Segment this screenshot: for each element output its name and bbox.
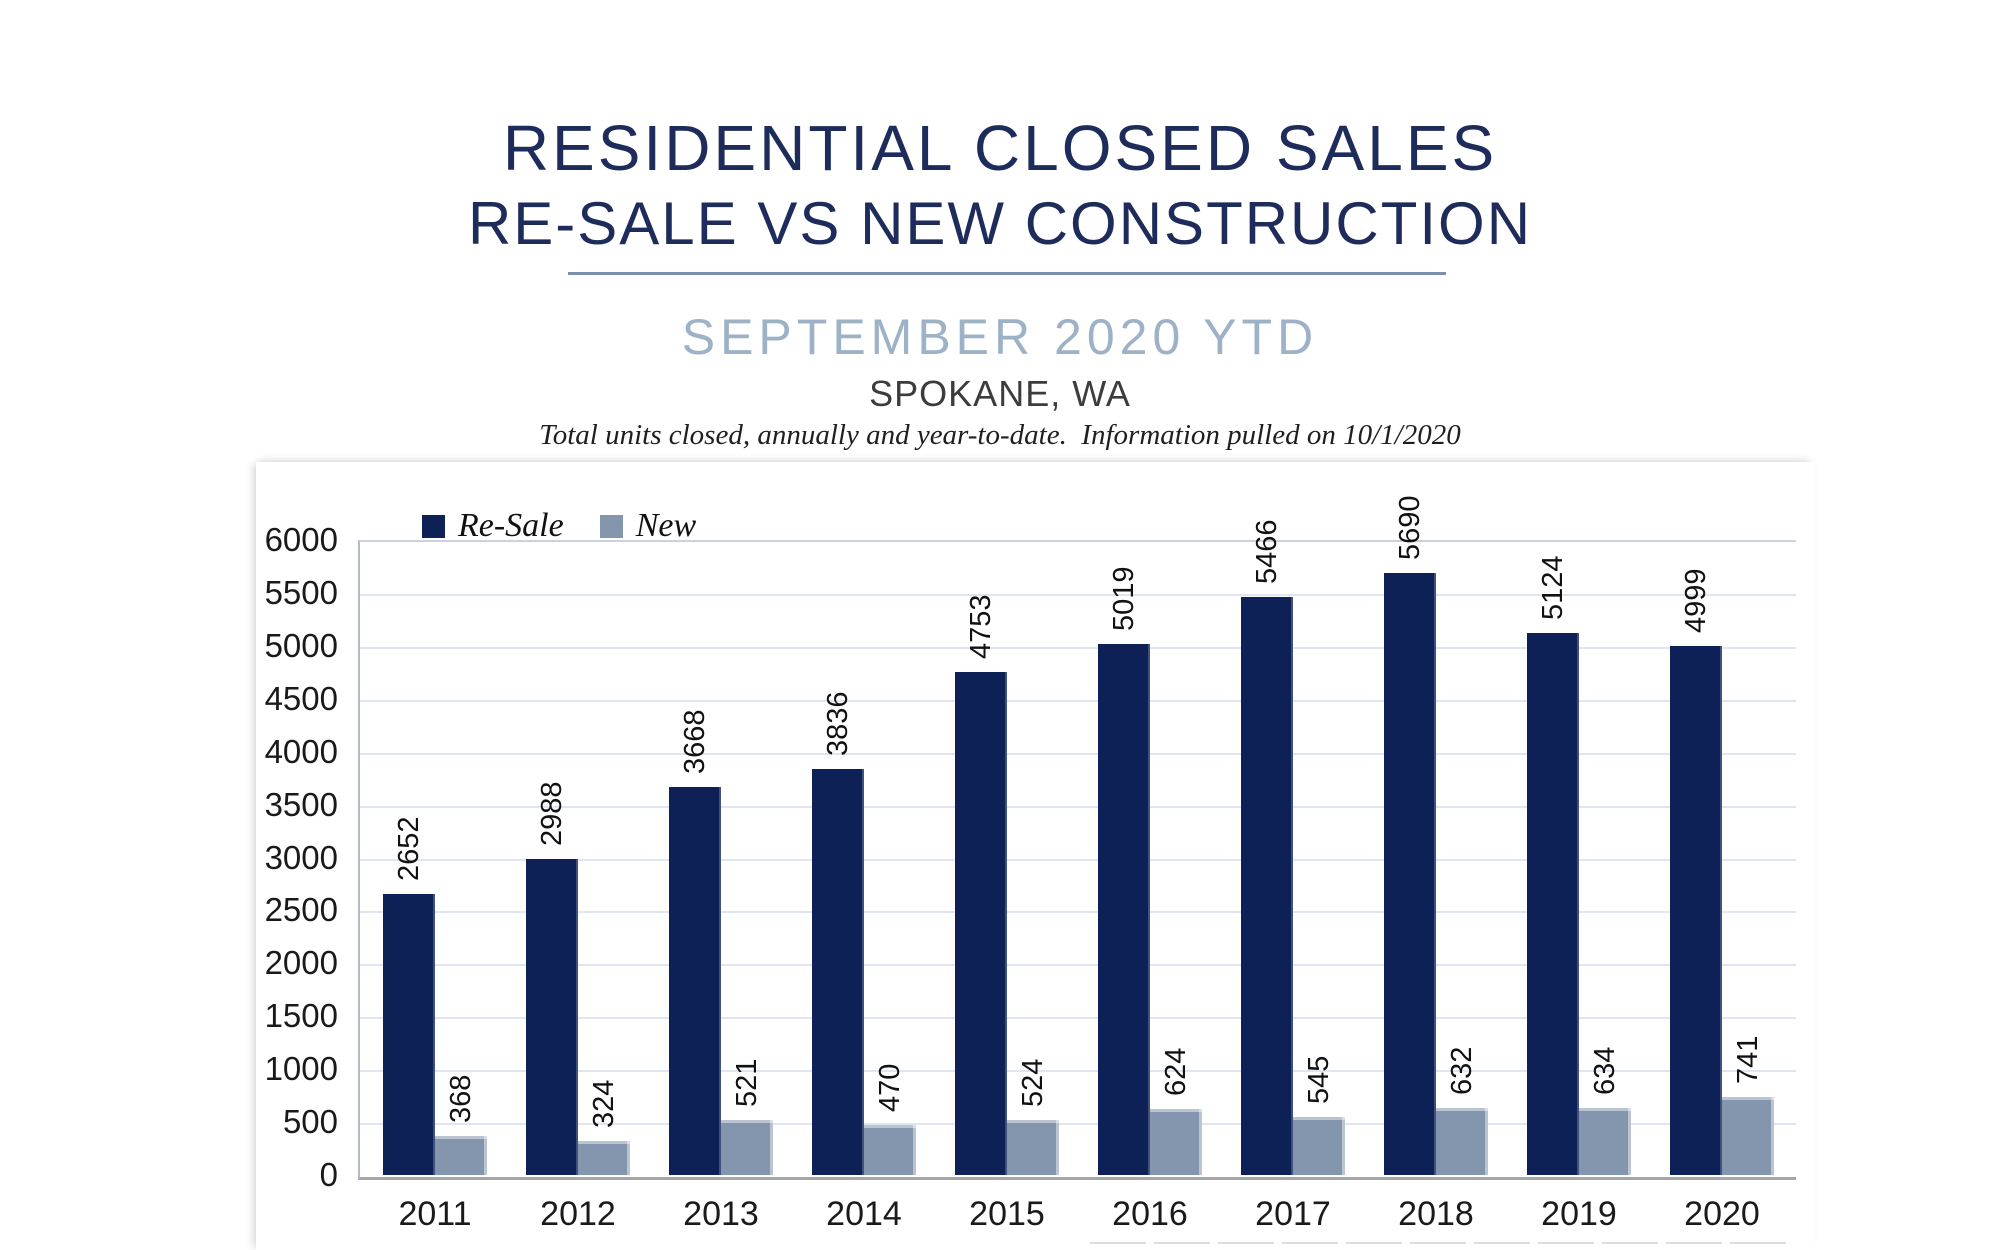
chart-note: Total units closed, annually and year-to…: [539, 419, 1461, 451]
gridline: [360, 964, 1796, 967]
gridline: [360, 858, 1796, 861]
gridline: [360, 699, 1796, 702]
page-subtitle: RE-SALE VS NEW CONSTRUCTION: [467, 190, 1533, 257]
gridline: [360, 593, 1796, 596]
bar-chart-plot: [358, 540, 1796, 1180]
cutoff-dashed-line: [1090, 1242, 1794, 1244]
legend-swatch-resale-icon: [422, 514, 445, 538]
chart-legend: Re-Sale New: [422, 507, 697, 544]
location-label: SPOKANE, WA: [869, 373, 1131, 414]
gridline: [360, 911, 1796, 914]
legend-swatch-new-icon: [599, 514, 623, 538]
legend-label-new: New: [635, 507, 697, 544]
gridline: [360, 1070, 1796, 1073]
gridline: [360, 1123, 1796, 1126]
gridline: [360, 805, 1796, 808]
title-divider: [568, 272, 1446, 275]
legend-label-resale: Re-Sale: [458, 507, 564, 544]
gridline: [360, 752, 1796, 755]
gridline: [360, 646, 1796, 649]
period-label: SEPTEMBER 2020 YTD: [681, 309, 1319, 365]
page-title: RESIDENTIAL CLOSED SALES: [502, 112, 1498, 184]
gridline: [360, 1017, 1796, 1020]
